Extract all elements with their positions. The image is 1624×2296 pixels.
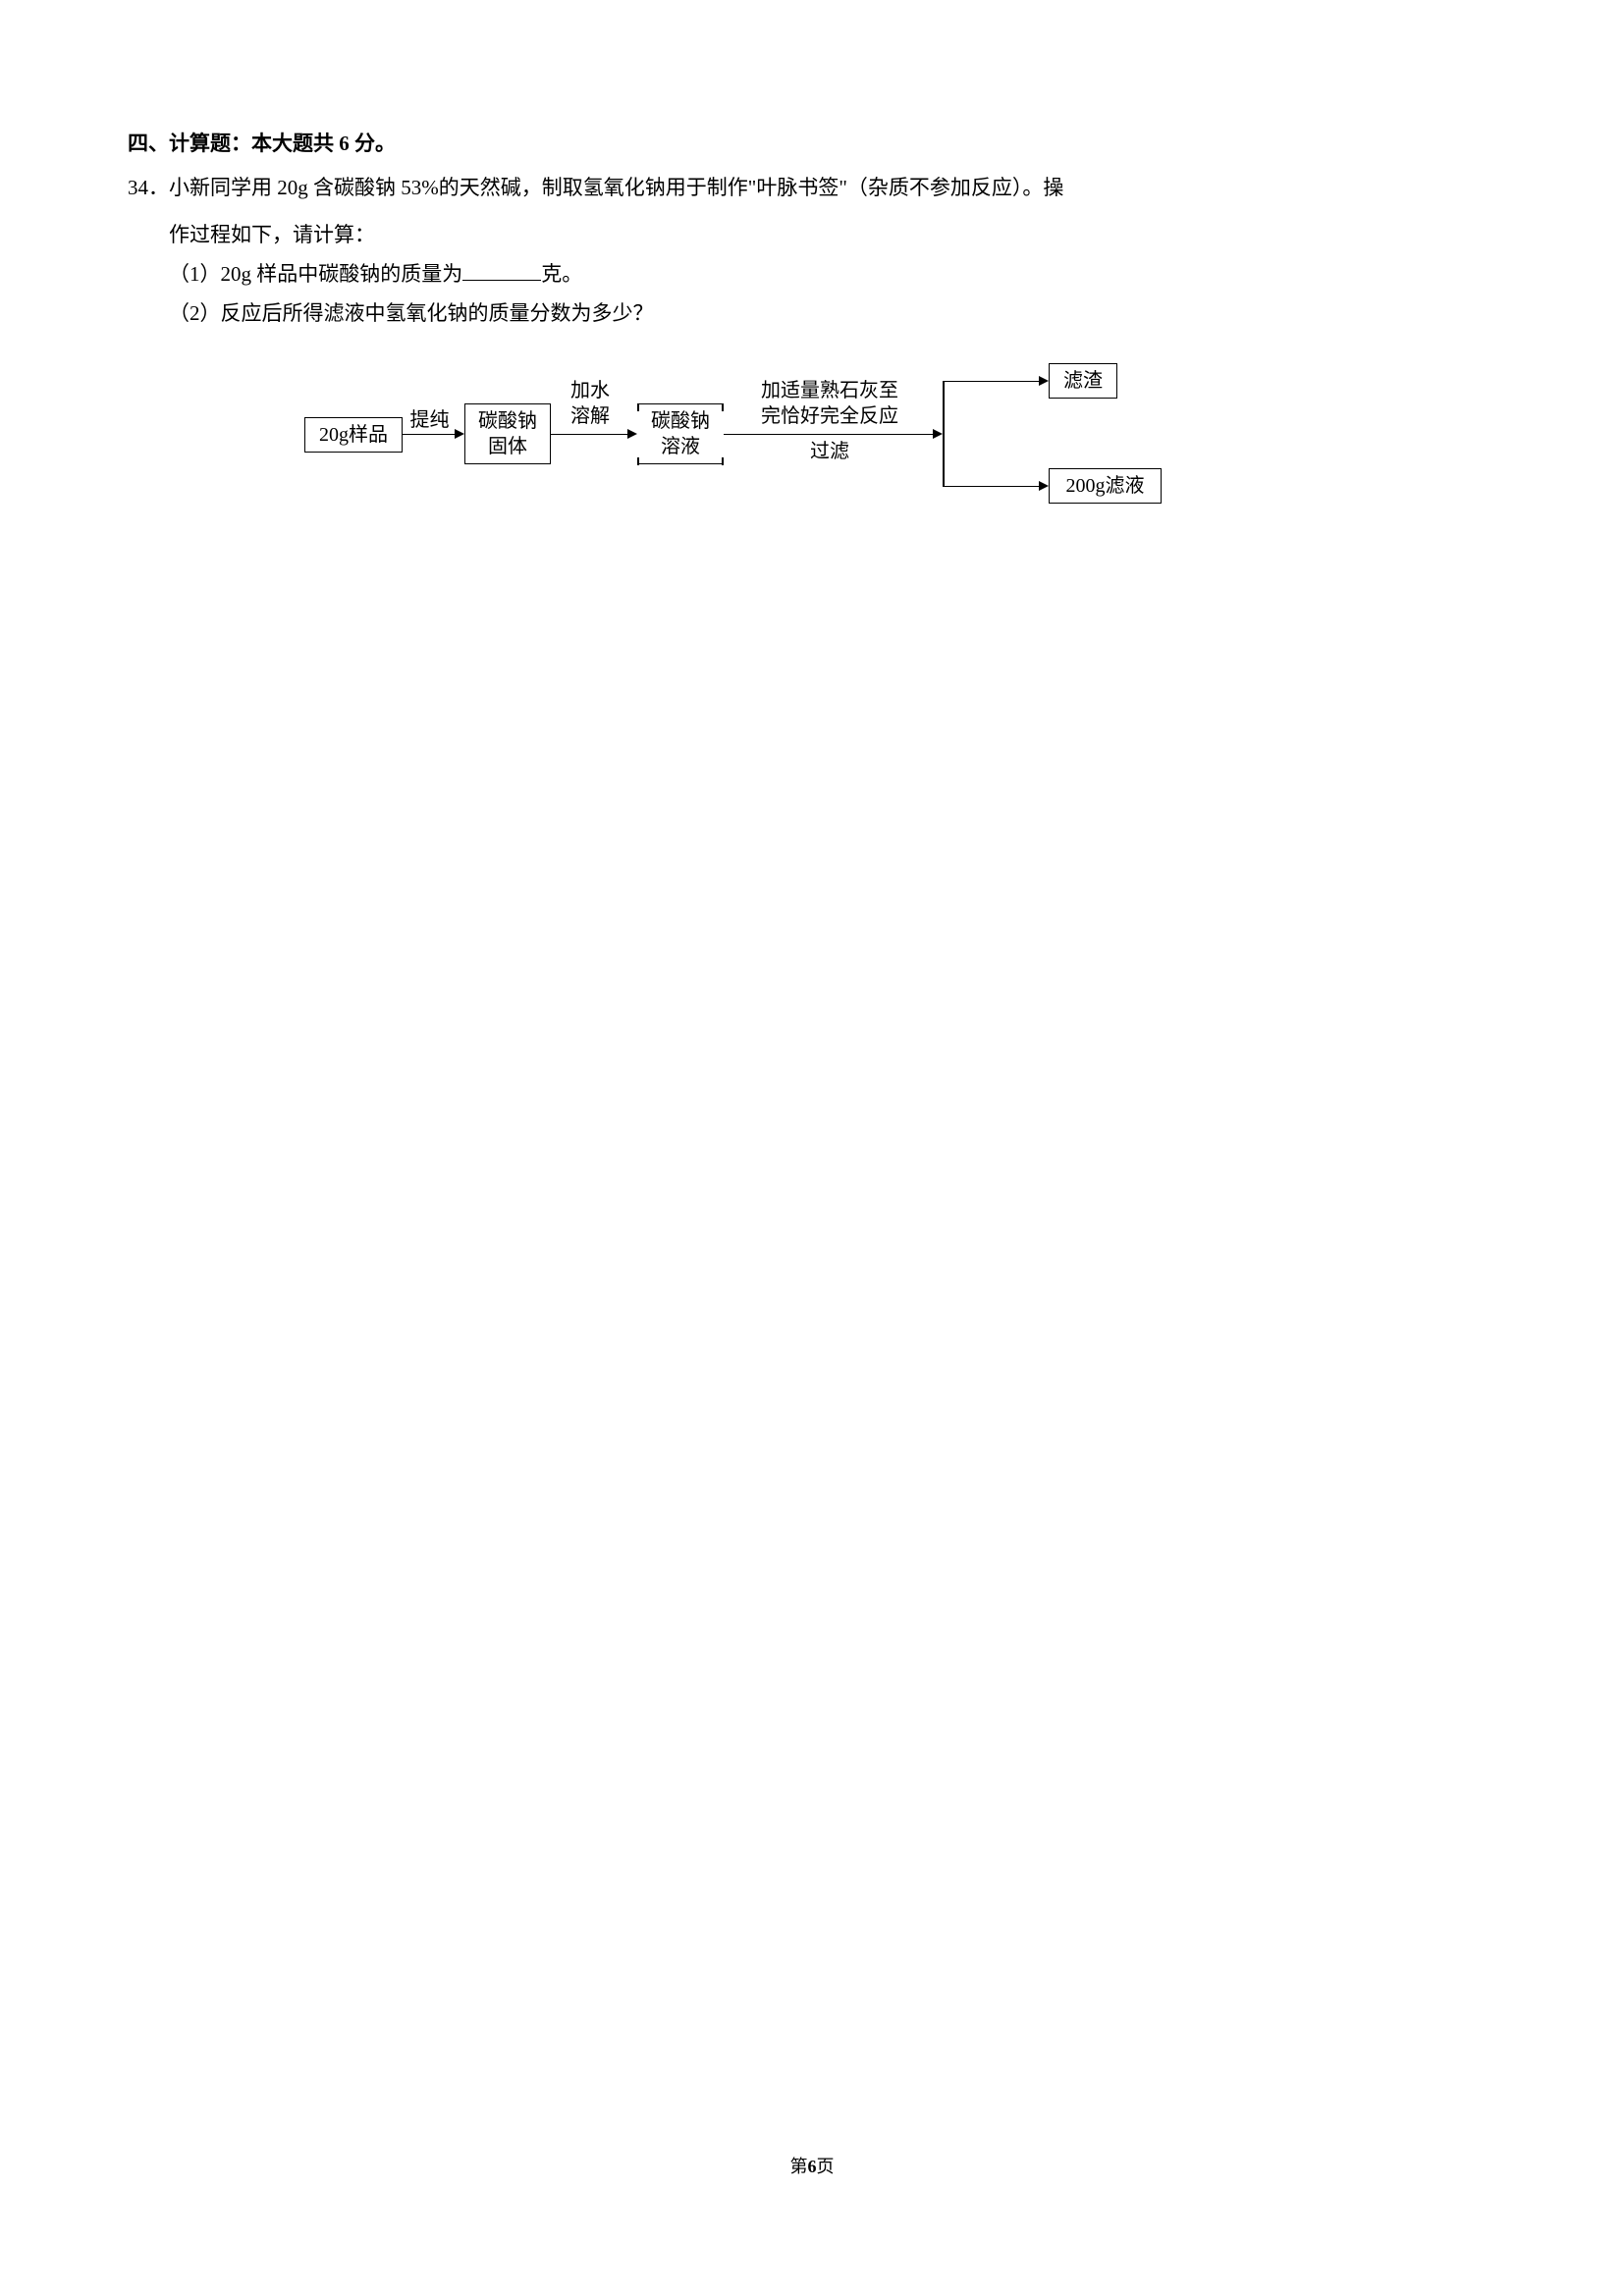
box1-text: 20g样品	[319, 422, 388, 448]
box4-text: 滤渣	[1063, 368, 1103, 394]
fill-blank[interactable]	[462, 260, 541, 281]
question-number: 34．	[128, 176, 169, 199]
box3-bot-right	[722, 457, 724, 465]
arrow-2-head	[627, 429, 637, 439]
box3-text: 碳酸钠 溶液	[651, 408, 710, 459]
question-stem-line1: 34．小新同学用 20g 含碳酸钠 53%的天然碱，制取氢氧化钠用于制作"叶脉书…	[128, 169, 1496, 208]
box3-top-right	[722, 403, 724, 411]
arrow-3-label-2: 完恰好完全反应	[736, 404, 923, 429]
box3-top-border	[637, 403, 724, 405]
question-stem-line2: 作过程如下，请计算：	[128, 216, 1496, 255]
stem-text-1: 小新同学用 20g 含碳酸钠 53%的天然碱，制取氢氧化钠用于制作"叶脉书签"（…	[169, 176, 1063, 199]
sub-question-2: （2）反应后所得滤液中氢氧化钠的质量分数为多少？	[128, 294, 1496, 334]
box3-bot-border	[637, 463, 724, 465]
arrow-upper-head	[1039, 376, 1049, 386]
arrow-3	[724, 434, 935, 436]
arrow-1-label: 提纯	[407, 408, 452, 433]
flow-box-sample: 20g样品	[304, 417, 403, 453]
page-num: 6	[808, 2157, 817, 2176]
box5-text: 200g滤液	[1066, 473, 1145, 499]
arrow-2-label-2: 溶解	[566, 404, 615, 429]
sub1-prefix: （1）20g 样品中碳酸钠的质量为	[169, 262, 462, 286]
arrow-2	[551, 434, 629, 436]
box2-text: 碳酸钠 固体	[478, 408, 537, 459]
flowchart-diagram: 20g样品 提纯 碳酸钠 固体 加水 溶解 碳酸钠 溶液 加适量熟石灰至 完恰好…	[304, 353, 1384, 530]
sub1-suffix: 克。	[541, 262, 582, 286]
flow-box-residue: 滤渣	[1049, 363, 1117, 399]
flow-box-solution: 碳酸钠 溶液	[637, 403, 724, 464]
arrow-2-label-1: 加水	[566, 379, 615, 403]
flow-box-solid: 碳酸钠 固体	[464, 403, 551, 464]
split-vertical	[943, 381, 945, 487]
page-prefix: 第	[790, 2157, 808, 2176]
arrow-lower-head	[1039, 481, 1049, 491]
page-suffix: 页	[817, 2157, 835, 2176]
arrow-1	[403, 434, 457, 436]
sub-question-1: （1）20g 样品中碳酸钠的质量为 克。	[128, 255, 1496, 294]
arrow-3-head	[933, 429, 943, 439]
arrow-upper	[943, 381, 1041, 383]
arrow-3-label-3: 过滤	[790, 440, 869, 464]
arrow-1-head	[455, 429, 464, 439]
arrow-lower	[943, 486, 1041, 488]
section-title: 四、计算题：本大题共 6 分。	[128, 128, 1496, 157]
arrow-3-label-1: 加适量熟石灰至	[736, 379, 923, 403]
flow-box-filtrate: 200g滤液	[1049, 468, 1162, 504]
box3-top-left	[637, 403, 639, 411]
page-footer: 第6页	[0, 2153, 1624, 2178]
box3-bot-left	[637, 457, 639, 465]
